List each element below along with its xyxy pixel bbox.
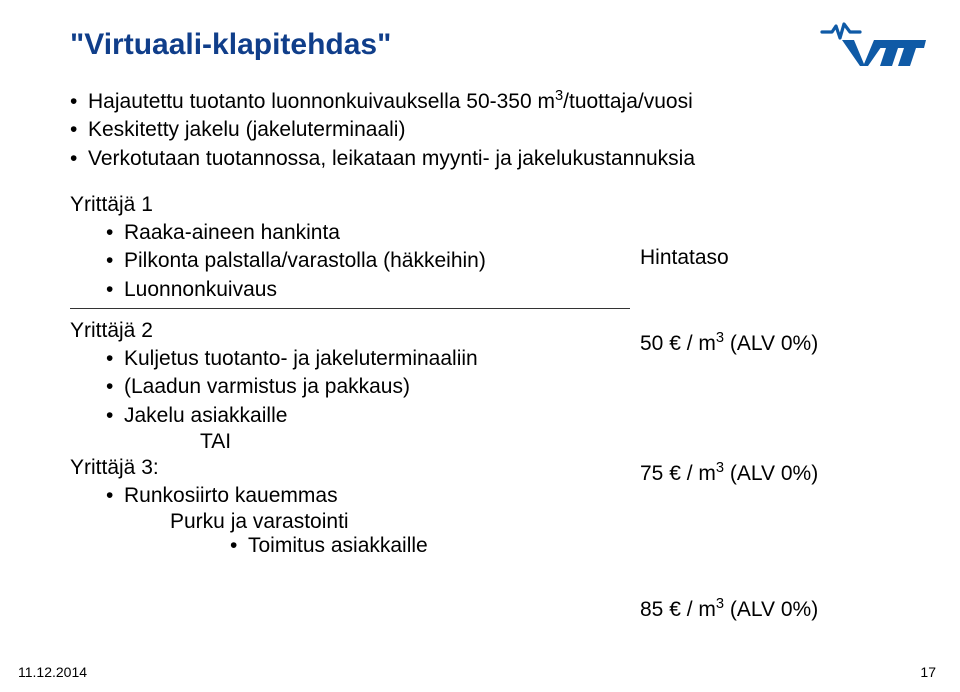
yrittaja3-price: 85 € / m3 (ALV 0%) [640, 598, 818, 622]
bullet-icon: • [106, 402, 124, 430]
bullet-icon: • [70, 145, 88, 173]
intro-bullet: • Keskitetty jakelu (jakeluterminaali) [70, 116, 900, 144]
intro-text: Keskitetty jakelu (jakeluterminaali) [88, 116, 405, 144]
item-text: Toimitus asiakkaille [248, 534, 428, 558]
yrittaja3-sub2: • Toimitus asiakkaille [70, 534, 900, 558]
footer: 11.12.2014 17 [18, 664, 936, 680]
intro-bullet: • Verkotutaan tuotannossa, leikataan myy… [70, 145, 900, 173]
yrittaja1-items: • Raaka-aineen hankinta • Pilkonta palst… [70, 219, 900, 304]
bullet-icon: • [106, 219, 124, 247]
bullet-icon: • [106, 276, 124, 304]
bullet-icon: • [106, 345, 124, 373]
hintataso-label: Hintataso [640, 246, 729, 270]
slide: "Virtuaali-klapitehdas" • Hajautettu tuo… [0, 0, 960, 692]
bullet-icon: • [70, 116, 88, 144]
item-text: Pilkonta palstalla/varastolla (häkkeihin… [124, 247, 486, 275]
item-text: Raaka-aineen hankinta [124, 219, 340, 247]
item-text: Kuljetus tuotanto- ja jakeluterminaaliin [124, 345, 478, 373]
list-item: • Pilkonta palstalla/varastolla (häkkeih… [70, 247, 900, 275]
item-text: Luonnonkuivaus [124, 276, 277, 304]
footer-page: 17 [920, 664, 936, 680]
item-text: (Laadun varmistus ja pakkaus) [124, 373, 410, 401]
bullet-icon: • [230, 534, 248, 558]
list-item: • Jakelu asiakkaille [70, 402, 900, 430]
list-item: • Luonnonkuivaus [70, 276, 900, 304]
divider [70, 308, 630, 309]
yrittaja1-label: Yrittäjä 1 [70, 193, 900, 217]
intro-text: Verkotutaan tuotannossa, leikataan myynt… [88, 145, 695, 173]
list-item: • (Laadun varmistus ja pakkaus) [70, 373, 900, 401]
item-text: Runkosiirto kauemmas [124, 482, 338, 510]
bullet-icon: • [70, 88, 88, 116]
intro-bullet: • Hajautettu tuotanto luonnonkuivauksell… [70, 88, 900, 116]
bullet-icon: • [106, 482, 124, 510]
intro-text: Hajautettu tuotanto luonnonkuivauksella … [88, 88, 693, 116]
vtt-logo [820, 18, 930, 71]
yrittaja1-price: 50 € / m3 (ALV 0%) [640, 332, 818, 356]
bullet-icon: • [106, 373, 124, 401]
bullet-icon: • [106, 247, 124, 275]
footer-date: 11.12.2014 [18, 664, 87, 680]
list-item: • Raaka-aineen hankinta [70, 219, 900, 247]
intro-bullets: • Hajautettu tuotanto luonnonkuivauksell… [70, 88, 900, 173]
list-item: • Toimitus asiakkaille [230, 534, 900, 558]
yrittaja3-sub: Purku ja varastointi [70, 510, 900, 534]
tai-label: TAI [70, 430, 900, 454]
list-item: • Runkosiirto kauemmas [70, 482, 900, 510]
yrittaja3-items: • Runkosiirto kauemmas [70, 482, 900, 510]
yrittaja2-price: 75 € / m3 (ALV 0%) [640, 462, 818, 486]
slide-title: "Virtuaali-klapitehdas" [70, 28, 900, 62]
item-text: Jakelu asiakkaille [124, 402, 287, 430]
yrittaja2-items: • Kuljetus tuotanto- ja jakeluterminaali… [70, 345, 900, 430]
